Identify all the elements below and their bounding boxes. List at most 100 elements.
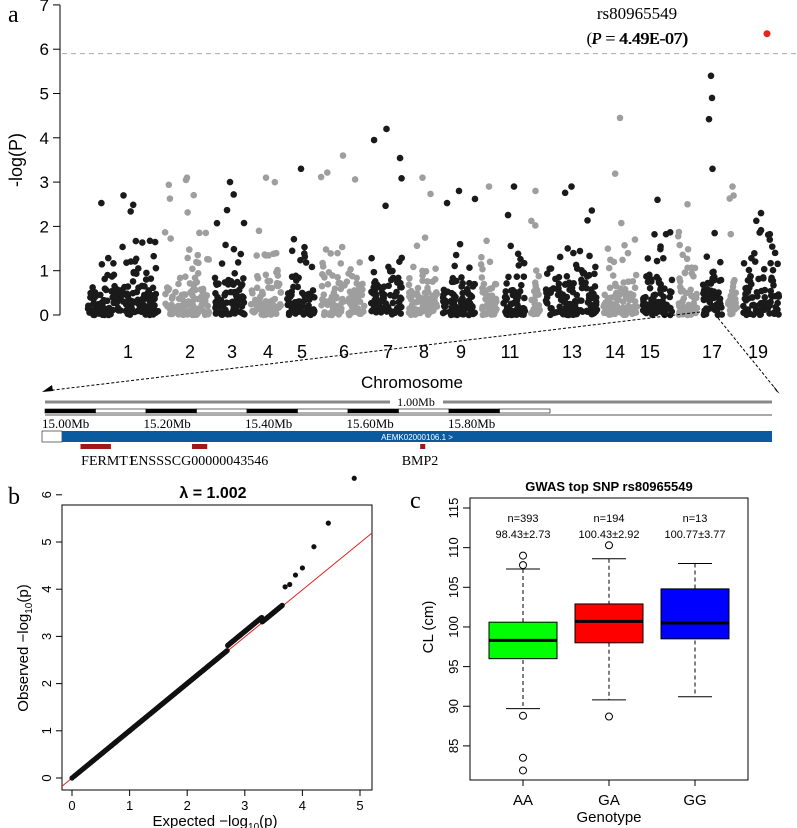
- snp-point: [532, 187, 539, 195]
- snp-point: [240, 219, 248, 227]
- snp-point: [184, 254, 191, 262]
- snp-point: [190, 191, 198, 199]
- snp-point: [119, 243, 126, 251]
- snp-point: [277, 289, 285, 296]
- snp-point: [405, 281, 413, 289]
- snp-point: [468, 293, 476, 300]
- group-n-label: n=13: [683, 513, 708, 525]
- snp-point: [329, 303, 337, 311]
- snp-point: [177, 302, 185, 310]
- snp-point: [655, 298, 663, 306]
- snp-point: [200, 308, 208, 315]
- snp-point: [505, 273, 512, 281]
- snp-point: [213, 219, 221, 227]
- chromosome-label: 5: [297, 342, 307, 362]
- snp-point: [294, 283, 302, 291]
- snp-point: [485, 183, 493, 190]
- snp-point: [660, 306, 668, 314]
- snp-point: [270, 250, 277, 258]
- chromosome-label: 14: [605, 342, 625, 362]
- snp-point: [212, 289, 219, 297]
- qq-title: λ = 1.002: [179, 485, 246, 502]
- snp-point: [619, 256, 626, 264]
- snp-point: [318, 282, 326, 290]
- snp-point: [372, 291, 380, 298]
- snp-point: [234, 259, 242, 266]
- gene-label: ENSSSCG00000043546: [130, 454, 268, 469]
- snp-point: [556, 253, 564, 261]
- snp-point: [606, 284, 614, 292]
- snp-point: [573, 291, 581, 299]
- snp-point: [397, 283, 404, 291]
- y-tick-label: 1: [40, 262, 49, 281]
- snp-point: [578, 297, 585, 304]
- qq-point: [287, 581, 293, 588]
- snp-point: [455, 187, 463, 195]
- snp-point: [127, 208, 134, 215]
- snp-point: [568, 284, 576, 292]
- snp-point: [105, 305, 113, 312]
- snp-point: [146, 304, 154, 312]
- snp-point: [709, 268, 716, 276]
- snp-point: [717, 258, 724, 266]
- snp-point: [764, 231, 772, 239]
- snp-point: [89, 284, 96, 291]
- snp-point: [253, 252, 260, 259]
- snp-point: [237, 250, 245, 258]
- snp-point: [151, 238, 159, 246]
- y-tick-label: 3: [40, 173, 49, 192]
- snp-point: [532, 267, 540, 274]
- snp-point: [679, 251, 687, 259]
- snp-point: [588, 310, 595, 318]
- snp-point: [668, 276, 676, 284]
- qq-point: [224, 647, 230, 654]
- snp-point: [478, 274, 486, 281]
- snp-point: [620, 279, 628, 286]
- snp-point: [547, 305, 555, 312]
- snp-point: [222, 241, 229, 249]
- snp-point: [211, 274, 219, 282]
- snp-point: [147, 275, 155, 282]
- snp-point: [666, 311, 674, 319]
- snp-point: [146, 294, 153, 302]
- snp-point: [571, 299, 579, 307]
- box-GG: [660, 588, 730, 640]
- snp-point: [751, 249, 758, 257]
- snp-point: [356, 259, 364, 266]
- snp-point: [149, 284, 157, 292]
- snp-point: [600, 303, 607, 310]
- snp-point: [151, 295, 158, 303]
- snp-point: [502, 288, 510, 295]
- snp-point: [570, 249, 577, 257]
- snp-point: [111, 288, 119, 295]
- x-tick-label: 2: [184, 798, 191, 813]
- snp-point: [152, 264, 160, 272]
- snp-point: [397, 310, 405, 317]
- x-tick-label: GA: [598, 792, 620, 809]
- outlier-point: [519, 766, 527, 775]
- track-title: Chromosome: [361, 373, 463, 392]
- snp-point: [98, 199, 105, 207]
- snp-point: [488, 292, 496, 299]
- snp-point: [653, 307, 661, 314]
- snp-point: [482, 290, 489, 298]
- axis-subscript: 10: [24, 602, 35, 614]
- snp-point: [124, 283, 132, 290]
- snp-point: [284, 290, 292, 297]
- snp-point: [769, 266, 777, 274]
- snp-point: [514, 291, 522, 299]
- snp-point: [640, 294, 648, 302]
- snp-point: [427, 190, 434, 198]
- gene-bar: [420, 444, 426, 449]
- snp-point: [644, 301, 652, 308]
- snp-point: [469, 283, 477, 290]
- snp-point: [359, 280, 366, 288]
- snp-point: [728, 287, 736, 295]
- snp-point: [684, 246, 692, 253]
- snp-point: [441, 299, 449, 307]
- chromosome-label: 7: [383, 342, 393, 362]
- snp-point: [262, 174, 270, 181]
- snp-point: [662, 230, 670, 238]
- snp-point: [326, 311, 333, 318]
- snp-point: [348, 272, 356, 280]
